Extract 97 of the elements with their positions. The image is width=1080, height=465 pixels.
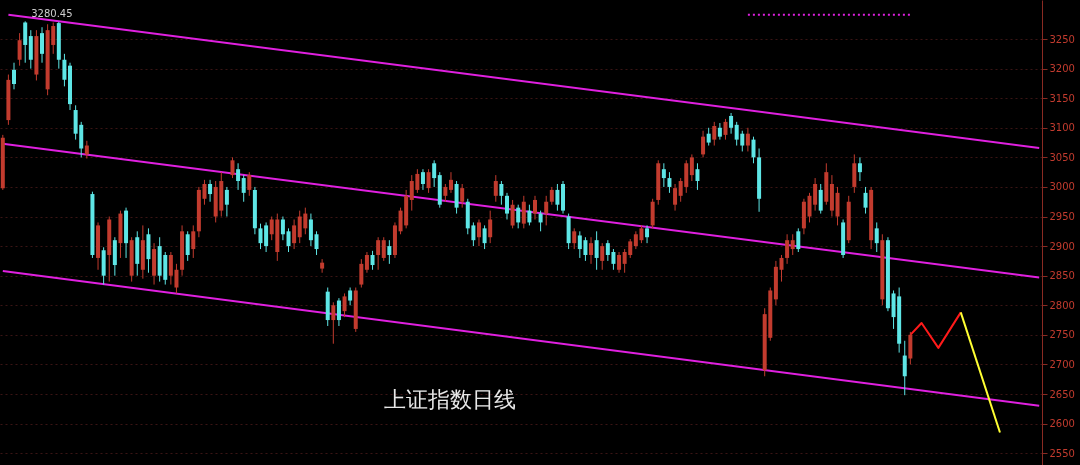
annotation: 上证指数日线 [384,387,516,412]
candlestick [572,227,577,250]
candlestick [818,183,823,215]
candlestick [600,242,605,271]
candlestick [667,171,672,194]
candlestick [857,156,862,182]
candlestick [516,204,521,229]
y-tick-label: 2850 [1049,270,1075,282]
candlestick [521,195,526,229]
y-tick-label: 2800 [1049,299,1075,311]
candlestick [661,162,666,188]
y-tick-label: 2650 [1049,388,1075,400]
y-tick-label: 3250 [1049,33,1075,45]
candlestick [902,340,907,396]
y-tick-label: 2900 [1049,240,1075,252]
y-tick-label: 2700 [1049,358,1075,370]
candlestick [751,136,756,164]
candlestick [236,162,241,191]
y-tick-label: 2750 [1049,329,1075,341]
candlestick [835,186,840,226]
candlestick [863,186,868,215]
candlestick [729,112,734,135]
candlestick [785,233,790,265]
candlestick [448,171,453,194]
candlestick [381,236,386,262]
y-tick-label: 3150 [1049,92,1075,104]
candlestick [493,174,498,203]
y-tick-label: 3050 [1049,151,1075,163]
candlestick [488,210,493,244]
candlestick [247,171,252,197]
candlestick [342,292,347,318]
candlestick [533,195,538,220]
candlestick [689,153,694,182]
candlestick [224,186,229,218]
candlestick [320,258,325,274]
candlestick [745,127,750,152]
candlestick [370,250,375,271]
candlestick [527,204,532,226]
candlestick [717,122,722,141]
candlestick [779,254,784,283]
candlestick [308,213,313,247]
candlestick [454,180,459,215]
candlestick [482,224,487,250]
y-tick-label: 2550 [1049,447,1075,459]
candlestick [460,183,465,209]
candlestick [432,159,437,188]
annotation: 3280.45 [31,8,73,20]
candlestick [62,53,67,87]
candlestick [908,331,913,365]
candlestick [476,218,481,247]
candlestick [28,29,33,70]
candlestick [499,180,504,206]
candlestick [359,258,364,289]
candlestick [555,183,560,212]
candlestick [538,210,543,232]
candlestick [695,162,700,191]
candlestick [420,168,425,191]
candlestick [617,251,622,274]
candlestick [712,121,717,147]
candlestick [723,118,728,141]
candlestick [387,239,392,265]
candlestick [280,216,285,241]
candlestick [796,227,801,253]
candlestick [650,198,655,229]
y-tick-label: 3200 [1049,63,1075,75]
candlestick [336,297,341,327]
y-tick-label: 3100 [1049,122,1075,134]
y-tick-label: 2950 [1049,211,1075,223]
candlestick [40,26,45,64]
candlestick [23,20,28,64]
candlestick [426,168,431,194]
candlestick [12,62,17,90]
candlestick [286,227,291,253]
candlestick [673,183,678,212]
candlestick [510,199,515,229]
candlestick [645,224,650,244]
candlestick [376,236,381,271]
candlestick [790,233,795,256]
candlestick [17,32,22,67]
candlestick [292,218,297,250]
y-tick-label: 2600 [1049,418,1075,430]
candlestick [701,130,706,158]
candlestick [314,230,319,256]
candlestick [331,301,336,345]
candlestick [544,195,549,226]
candlestick [191,224,196,259]
y-tick-label: 3000 [1049,181,1075,193]
candlestick [185,230,190,262]
candlestick [230,156,235,179]
candlestick [504,192,509,220]
candlestick [594,230,599,271]
candlestick [852,153,857,194]
candlestick [241,174,246,203]
candlestick [364,251,369,274]
candlestick [589,236,594,265]
candlestick [874,221,879,253]
candlestick [208,179,213,203]
